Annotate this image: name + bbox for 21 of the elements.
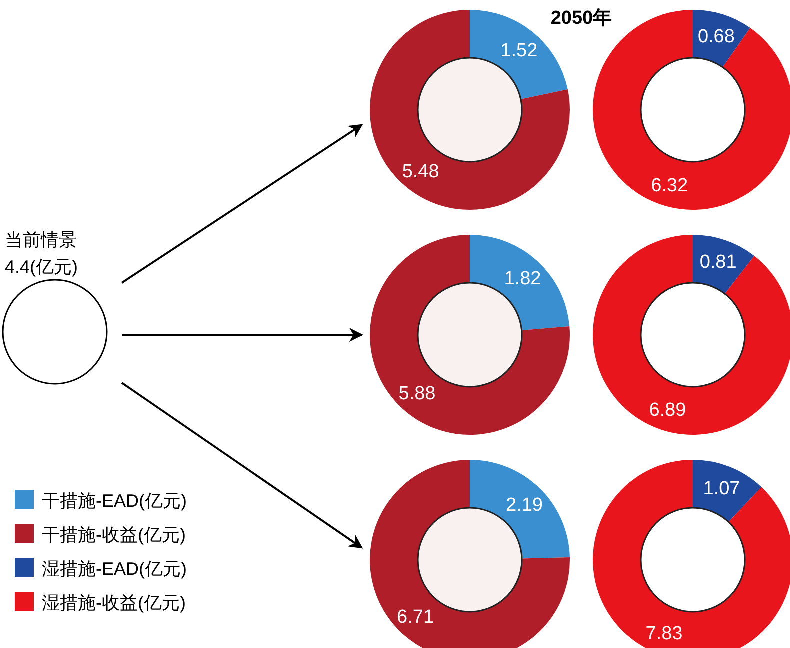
data-label: 5.48 xyxy=(402,162,440,183)
data-label: 0.68 xyxy=(698,26,735,48)
data-label: 6.71 xyxy=(397,606,434,628)
data-label: 1.82 xyxy=(504,268,542,290)
legend-label: 干措施-EAD(亿元) xyxy=(42,491,187,511)
legend-label: 湿措施-收益(亿元) xyxy=(42,593,186,613)
data-label: 6.89 xyxy=(649,400,686,421)
data-label: 0.81 xyxy=(700,252,737,274)
data-label: 7.83 xyxy=(646,624,683,644)
legend-label: 湿措施-EAD(亿元) xyxy=(42,559,187,579)
text: 当前情景 xyxy=(5,230,77,250)
data-label: 6.32 xyxy=(651,175,688,196)
text: 2050年 xyxy=(550,8,612,29)
data-label: 1.52 xyxy=(500,40,538,62)
data-label: 5.88 xyxy=(398,383,436,404)
data-label: 2.19 xyxy=(506,495,543,516)
donut-slice xyxy=(470,235,570,331)
donut-slice xyxy=(693,235,754,294)
data-label: 1.07 xyxy=(703,478,740,500)
legend-label: 干措施-收益(亿元) xyxy=(42,525,186,545)
text: 4.4(亿元) xyxy=(5,257,78,277)
